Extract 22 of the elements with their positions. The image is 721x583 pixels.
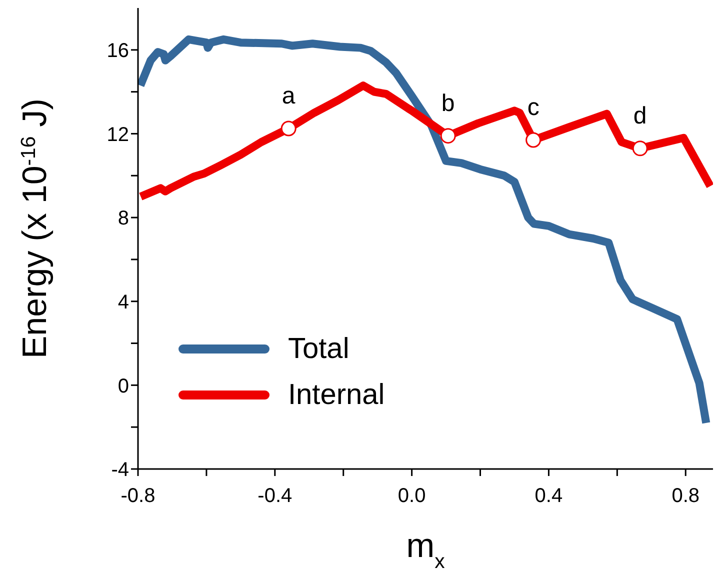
y-tick-label: 0 — [118, 375, 129, 398]
y-tick-label: 12 — [106, 124, 129, 146]
x-tick-label: 0.8 — [672, 485, 700, 508]
point — [280, 120, 296, 136]
annotation: d — [633, 102, 647, 130]
x-tick-label: -0.4 — [258, 485, 292, 508]
legend-label: Total — [288, 332, 350, 366]
x-axis-title: m$_{x}$ — [406, 527, 445, 573]
annotation: b — [441, 90, 455, 117]
x-tick-label: -0.8 — [120, 485, 156, 508]
y-tick-label: -4 — [111, 459, 129, 482]
annotation: a — [282, 82, 296, 110]
y-tick-label: 8 — [118, 208, 129, 230]
point — [526, 132, 542, 148]
x-tick-label: 0.4 — [534, 485, 563, 508]
point — [440, 128, 456, 144]
annotation: c — [527, 94, 540, 122]
point — [632, 140, 648, 156]
y-tick-label: 4 — [118, 291, 129, 314]
y-tick-label: 16 — [106, 40, 129, 62]
x-tick-label: 0.0 — [398, 485, 426, 508]
legend-label: Internal — [288, 378, 385, 412]
